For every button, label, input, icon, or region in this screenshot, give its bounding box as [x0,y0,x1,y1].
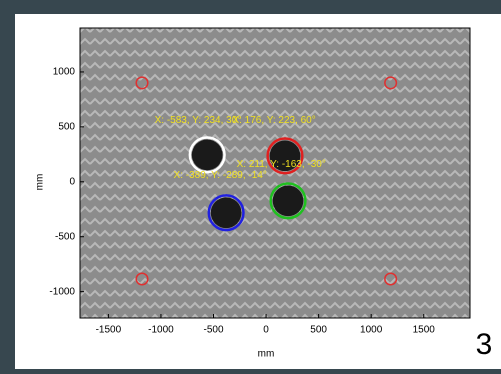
x-tick-label: -1000 [148,325,174,336]
x-tick-label: 0 [263,325,269,336]
y-tick-label: 1000 [53,67,76,78]
pose-label: X: 176, Y: 223, 60° [232,115,315,126]
x-tick-label: -1500 [96,325,122,336]
x-tick-label: 500 [310,325,327,336]
y-tick-label: -500 [55,231,75,242]
robot-body [273,185,304,216]
robot-body [192,140,223,171]
pose-label: X: -389, Y: -289, -14° [174,170,267,181]
y-tick-label: 0 [69,176,75,187]
y-tick-label: 500 [58,122,75,133]
x-tick-label: 1000 [360,325,383,336]
y-tick-label: -1000 [49,286,75,297]
page: mm mm 3 -1500 -1000 -500 0 500 1000 1500 -1000 -… [0,0,501,369]
x-axis-label: mm [258,349,275,360]
x-tick-label: 1500 [413,325,436,336]
figure: mm mm 3 -1500 -1000 -500 0 500 1000 1500 -1000 -… [0,0,501,369]
page-number: 3 [476,328,493,361]
robot-body [211,197,242,228]
y-axis-label: mm [35,174,46,191]
pose-label: X: 211, Y: -163, -30° [237,159,326,170]
x-tick-label: -500 [203,325,223,336]
pose-label: X: -583, Y: 234, 30° [155,115,242,126]
